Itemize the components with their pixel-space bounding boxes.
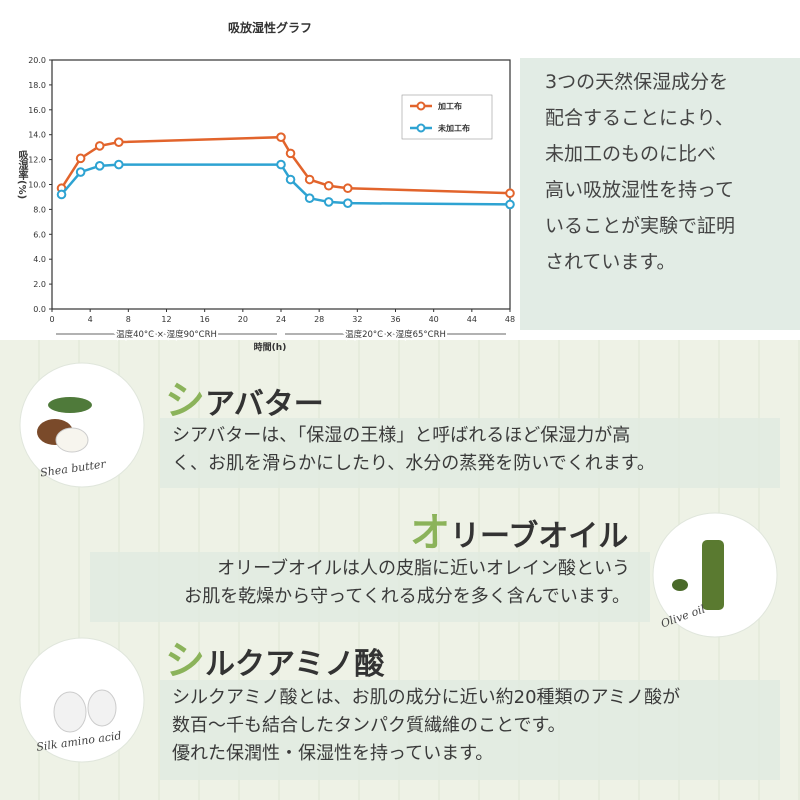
data-point [94, 141, 105, 151]
text-strip [160, 680, 780, 780]
data-point [505, 188, 515, 199]
x-tick-label: 0 [49, 315, 54, 324]
data-point [113, 159, 124, 170]
data-point [505, 199, 515, 210]
olive [672, 579, 688, 591]
text-line: シルクアミノ酸とは、お肌の成分に近い約20種類のアミノ酸が [172, 687, 681, 708]
intro-line: 高い吸放湿性を持って [545, 179, 735, 201]
section-heading: シアバター [165, 377, 324, 424]
legend-label: 未加工布 [437, 123, 470, 133]
annotation: 温度40°C × 湿度90°CRH [116, 329, 217, 340]
data-point [276, 159, 286, 170]
text-line: オリーブオイルは人の皮脂に近いオレイン酸という [217, 558, 630, 579]
section-text: シアバターは、「保湿の王様」と呼ばれるほど保湿力が高く、お肌を滑らかにしたり、水… [172, 422, 655, 478]
intro-line: 未加工のものに比べ [545, 143, 717, 165]
legend-marker [416, 101, 426, 111]
cocoon [87, 689, 117, 727]
intro-text: 3つの天然保湿成分を 配合することにより、 未加工のものに比べ 高い吸放湿性を持ってい… [545, 64, 735, 280]
legend-label: 加工布 [437, 101, 462, 111]
series-line [60, 163, 511, 206]
text-strip [90, 552, 650, 622]
legend-marker [416, 123, 426, 133]
x-axis-label: 時間(h) [254, 341, 287, 353]
x-tick-label: 48 [505, 315, 515, 324]
x-tick-label: 28 [314, 315, 324, 324]
x-tick-label: 44 [467, 315, 477, 324]
cocoon [53, 691, 87, 733]
data-point [75, 153, 86, 164]
shea-butter [55, 427, 89, 453]
text-strip [160, 418, 780, 488]
text-line: シアバターは、「保湿の王様」と呼ばれるほど保湿力が高 [172, 425, 631, 446]
text-line: お肌を乾燥から守ってくれる成分を多く含んでいます。 [184, 586, 630, 607]
y-tick-label: 18.0 [28, 81, 46, 90]
data-point [75, 167, 86, 177]
y-tick-label: 0.0 [33, 305, 46, 314]
data-point [56, 189, 67, 200]
y-axis-label: 吸湿率(%) [16, 150, 27, 200]
section-text: シルクアミノ酸とは、お肌の成分に近い約20種類のアミノ酸が 数百〜千も結合したタン… [172, 684, 680, 768]
y-tick-label: 6.0 [33, 230, 46, 239]
section-heading: シルクアミノ酸 [165, 637, 385, 684]
data-point [323, 197, 334, 207]
intro-line: されています。 [545, 251, 676, 273]
text-line: 数百〜千も結合したタンパク質繊維のことです。 [172, 715, 566, 736]
data-point [94, 161, 105, 171]
section-heading: オリーブオイル [410, 509, 629, 556]
y-tick-label: 20.0 [28, 56, 46, 65]
series-line [60, 135, 511, 195]
shea-image [19, 362, 145, 488]
x-tick-label: 32 [352, 315, 362, 324]
y-tick-label: 10.0 [28, 181, 46, 190]
y-tick-label: 14.0 [28, 131, 46, 140]
leaf [48, 397, 92, 413]
y-tick-label: 4.0 [33, 255, 46, 264]
olive-bottle [702, 540, 724, 610]
x-tick-label: 4 [88, 315, 93, 324]
x-tick-label: 12 [161, 315, 171, 324]
data-point [304, 174, 315, 185]
data-point [113, 137, 124, 147]
data-point [304, 193, 315, 203]
intro-line: 3つの天然保湿成分を [545, 71, 729, 93]
green-band [520, 58, 800, 330]
x-tick-label: 16 [200, 315, 210, 324]
y-tick-label: 16.0 [28, 106, 46, 115]
y-tick-label: 12.0 [28, 156, 46, 165]
x-tick-label: 36 [390, 315, 400, 324]
text-line: 優れた保潤性・保湿性を持っています。 [172, 743, 494, 764]
data-point [285, 148, 296, 159]
x-tick-label: 8 [126, 315, 131, 324]
intro-line: 配合することにより、 [545, 107, 734, 129]
legend-box [401, 94, 493, 140]
section-text: オリーブオイルは人の皮脂に近いオレイン酸というお肌を乾燥から守ってくれる成分を多… [184, 555, 630, 611]
data-point [276, 132, 286, 142]
x-tick-label: 20 [238, 315, 248, 324]
data-point [323, 180, 334, 191]
data-point [342, 183, 353, 194]
x-tick-label: 24 [276, 315, 286, 324]
y-tick-label: 8.0 [33, 205, 46, 214]
text-line: く、お肌を滑らかにしたり、水分の蒸発を防いでくれます。 [172, 453, 655, 474]
intro-line: いることが実験で証明 [545, 215, 736, 237]
y-tick-label: 2.0 [33, 280, 46, 289]
annotation: 温度20°C × 湿度65°CRH [345, 329, 446, 340]
data-point [285, 174, 296, 185]
chart-title: 吸放湿性グラフ [228, 20, 312, 35]
x-tick-label: 40 [429, 315, 439, 324]
data-point [342, 198, 353, 208]
